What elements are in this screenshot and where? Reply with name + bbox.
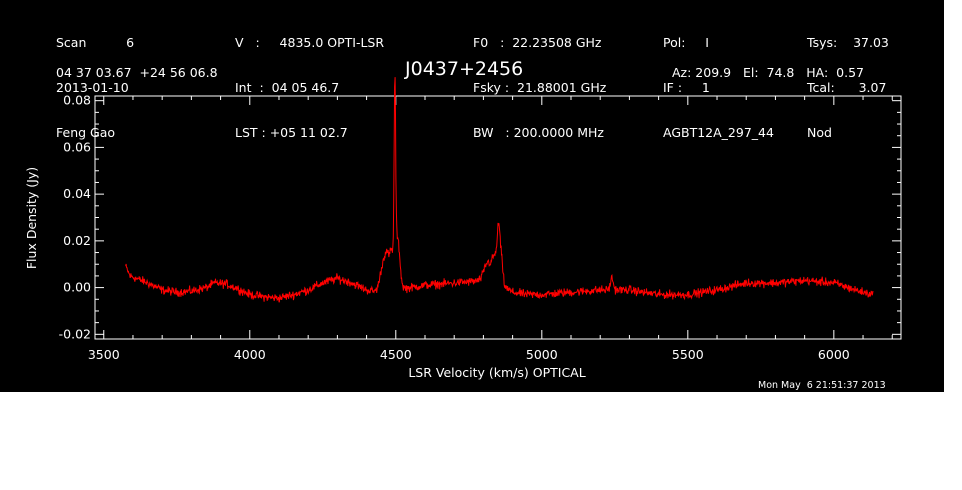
x-tick-label: 4000 — [234, 347, 266, 362]
header-col-system: Tsys: 37.03 Tcal: 3.07 Nod — [807, 5, 889, 170]
plot-frame — [94, 95, 902, 340]
sky-frequency: Fsky : 21.88001 GHz — [473, 80, 607, 95]
x-tick-label: 4500 — [380, 347, 412, 362]
velocity-value: V : 4835.0 OPTI-LSR — [235, 35, 385, 50]
y-tick-label: 0.02 — [63, 233, 91, 248]
header-col-scan: Scan 6 2013-01-10 Feng Gao — [56, 5, 134, 170]
x-tick-label: 3500 — [88, 347, 120, 362]
integration-time: Int : 04 05 46.7 — [235, 80, 340, 95]
observation-date: 2013-01-10 — [56, 80, 129, 95]
y-tick-label: 0.00 — [63, 280, 91, 295]
project-id: AGBT12A_297_44 — [663, 125, 774, 140]
source-coordinates: 04 37 03.67 +24 56 06.8 — [56, 65, 218, 80]
spectrum-trace — [125, 77, 874, 303]
polarization: Pol: I — [663, 35, 709, 50]
plot-timestamp: Mon May 6 21:51:37 2013 — [758, 380, 886, 391]
if-number: IF : 1 — [663, 80, 710, 95]
lst-value: LST : +05 11 02.7 — [235, 125, 348, 140]
scan-number: Scan 6 — [56, 35, 135, 50]
pointing-info: Az: 209.9 El: 74.8 HA: 0.57 — [672, 65, 865, 80]
y-tick-label: 0.08 — [63, 93, 91, 108]
header-col-velocity: V : 4835.0 OPTI-LSR Int : 04 05 46.7 LST… — [235, 5, 384, 170]
tsys-value: Tsys: 37.03 — [807, 35, 889, 50]
switching-mode: Nod — [807, 125, 832, 140]
tcal-value: Tcal: 3.07 — [807, 80, 887, 95]
x-tick-label: 6000 — [818, 347, 850, 362]
y-tick-label: 0.06 — [63, 139, 91, 154]
header-col-polarization: Pol: I IF : 1 AGBT12A_297_44 — [663, 5, 774, 170]
rest-frequency: F0 : 22.23508 GHz — [473, 35, 602, 50]
spectrum-panel: Scan 6 2013-01-10 Feng Gao V : 4835.0 OP… — [0, 0, 944, 392]
y-tick-label: 0.04 — [63, 186, 91, 201]
y-axis-label: Flux Density (Jy) — [24, 167, 39, 269]
bandwidth: BW : 200.0000 MHz — [473, 125, 604, 140]
header-col-frequency: F0 : 22.23508 GHz Fsky : 21.88001 GHz BW… — [473, 5, 606, 170]
source-name: J0437+2456 — [405, 58, 524, 80]
x-tick-label: 5000 — [526, 347, 558, 362]
spectrum-plot: 3500 4000 4500 5000 5500 6000 -0.02 0.00 0.02 0.0… — [24, 77, 902, 380]
x-tick-label: 5500 — [672, 347, 704, 362]
observer-name: Feng Gao — [56, 125, 116, 140]
y-tick-label: -0.02 — [59, 326, 91, 341]
x-axis-label: LSR Velocity (km/s) OPTICAL — [408, 365, 585, 380]
